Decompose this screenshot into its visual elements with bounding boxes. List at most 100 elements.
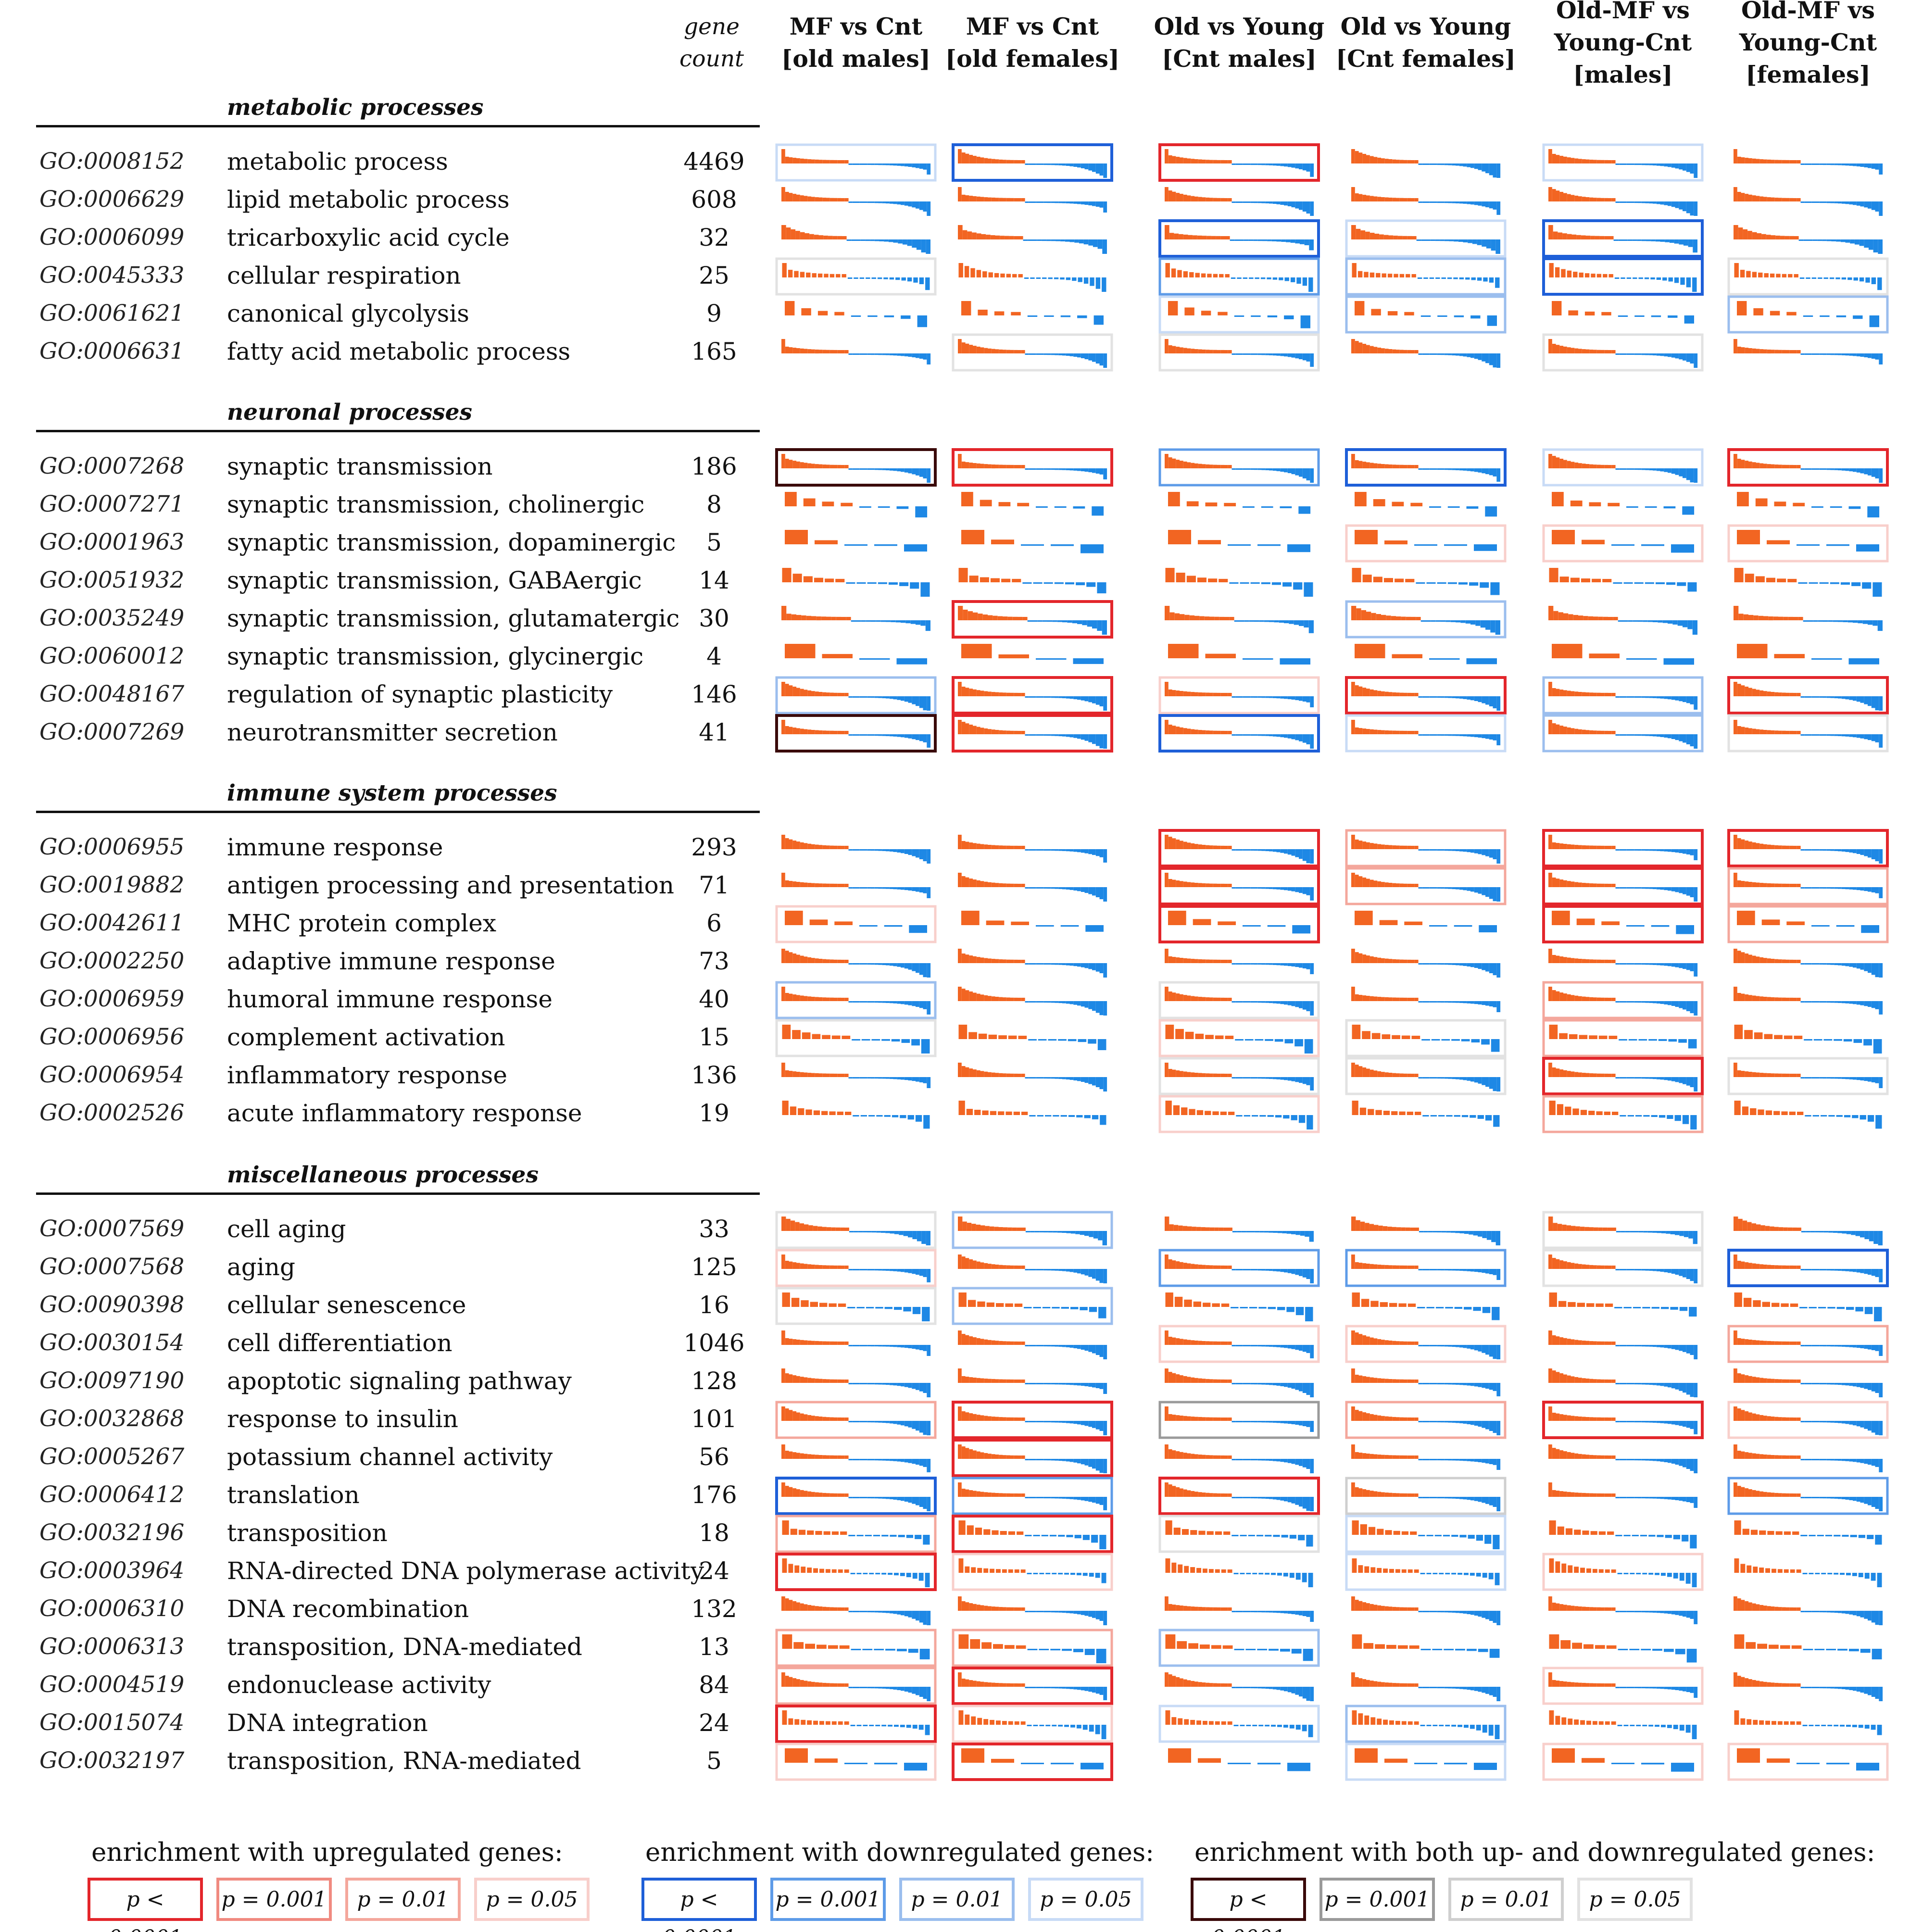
down-bar [1092,620,1097,629]
down-bar [1648,1039,1657,1041]
up-bar [811,197,815,201]
enrichment-frame [1542,981,1704,1019]
up-bar [1778,1265,1782,1269]
up-bar [1766,235,1771,239]
down-bar [1092,1115,1099,1119]
down-bar [1456,1269,1459,1271]
up-bar [1003,1379,1006,1383]
up-bar [1403,997,1407,1001]
up-bar [798,1108,804,1115]
down-bar [1818,1307,1826,1309]
up-bar [1187,995,1191,1001]
up-bar [1407,198,1411,201]
down-bar [1652,1231,1657,1233]
down-bar [1246,201,1251,203]
down-bar [1879,353,1883,364]
up-bar [1747,231,1752,239]
down-bar [923,468,927,478]
down-bar [1088,1269,1093,1277]
up-bar [1584,1227,1589,1231]
up-bar [999,198,1003,201]
up-bar [1228,960,1232,963]
down-bar [1826,734,1831,736]
down-bar [867,201,871,203]
down-bar [916,1345,919,1350]
down-bar [1257,1269,1262,1271]
down-bar [874,734,879,736]
up-bar [796,1376,800,1383]
up-bar [1010,350,1014,353]
down-bar [1036,696,1040,698]
up-bar [1214,1227,1219,1231]
up-bar [1364,272,1369,277]
down-bar [1081,734,1085,740]
down-bar [1257,1345,1262,1347]
up-bar [1557,1224,1562,1231]
down-bar [1032,734,1036,736]
down-bar [1029,468,1033,470]
mini-barplot-cell [1737,492,1880,518]
up-bar [1021,731,1025,734]
up-bar [1366,1336,1370,1345]
mini-barplot-cell [1158,905,1320,943]
up-bar [786,227,791,239]
down-bar [1841,696,1846,699]
up-bar [1574,1340,1579,1345]
up-bar [1756,729,1760,734]
down-bar [1618,315,1628,317]
down-bar [1261,506,1273,508]
down-bar [1875,963,1879,978]
down-bar [1864,696,1868,704]
up-bar [1574,1263,1579,1269]
down-bar [1864,1231,1869,1240]
down-bar [1868,696,1872,706]
down-bar [1627,1115,1634,1117]
up-bar [1165,720,1169,734]
down-bar [1429,887,1433,889]
up-bar [1556,457,1560,468]
down-bar [1066,277,1071,280]
up-bar [1765,1226,1770,1231]
down-bar [1062,1345,1066,1347]
down-bar [1683,734,1686,743]
up-bar [822,1227,827,1231]
up-bar [1760,1225,1765,1231]
up-bar [1187,958,1191,963]
up-bar [1611,350,1616,353]
down-bar [1634,315,1645,317]
down-bar [1095,1001,1100,1013]
up-bar [1548,987,1552,1001]
up-bar [811,1265,815,1269]
down-bar [1444,544,1467,546]
down-bar [1429,925,1447,927]
up-bar [1559,577,1569,582]
down-bar [1826,1001,1831,1003]
down-bar [1291,1231,1296,1234]
down-bar [1447,582,1457,584]
down-bar [1452,734,1456,736]
down-bar [1261,1345,1266,1347]
up-bar [800,348,804,353]
up-bar [1172,1260,1176,1269]
go-term-name: immune response [227,833,443,861]
down-bar [1800,849,1805,851]
up-bar [1559,843,1564,849]
down-bar [1422,353,1426,355]
up-bar [1556,1068,1560,1077]
down-bar [859,201,864,203]
up-bar [980,464,984,468]
up-bar [1355,685,1359,696]
down-bar [1660,1077,1664,1080]
down-bar [1811,849,1816,851]
down-bar [1418,849,1422,851]
up-bar [1014,1073,1018,1077]
up-bar [1582,1264,1586,1269]
enrichment-frame [952,143,1113,182]
down-bar [1426,1077,1430,1079]
down-bar [1474,1269,1478,1272]
down-bar [1641,201,1646,203]
down-bar [1448,1269,1452,1271]
up-bar [1193,1301,1201,1307]
down-bar [1485,1269,1489,1274]
mini-barplot-cell [1542,333,1704,372]
